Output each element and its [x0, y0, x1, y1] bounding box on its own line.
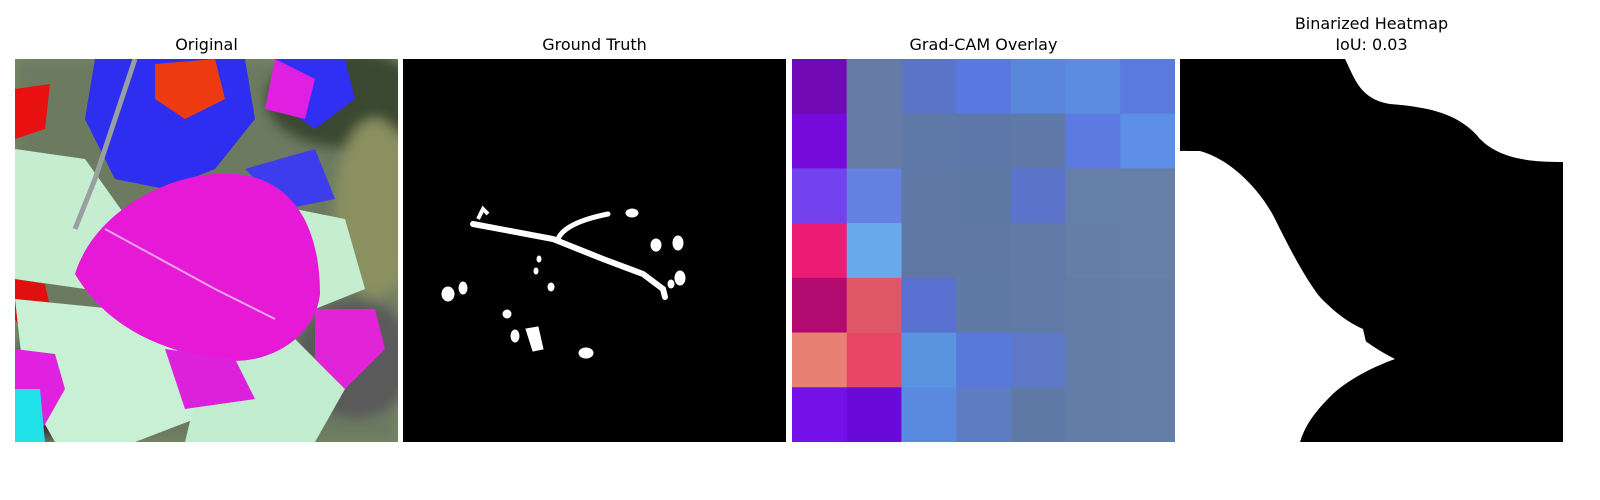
gradcam-cell — [901, 332, 957, 388]
gradcam-overlay-image — [792, 59, 1175, 442]
gradcam-cell — [792, 332, 848, 388]
gradcam-cell — [792, 168, 848, 224]
gradcam-cell — [1010, 277, 1067, 334]
gradcam-cell — [1065, 59, 1121, 115]
gradcam-cell — [846, 223, 902, 279]
binarized-heatmap-graphic — [1180, 59, 1563, 442]
panel-title: Ground Truth — [542, 35, 647, 54]
gradcam-cell — [1120, 332, 1175, 388]
panel-subtitle-iou: IoU: 0.03 — [1335, 35, 1408, 54]
gradcam-cell — [956, 277, 1012, 334]
ground-truth-mask — [403, 59, 786, 442]
gradcam-cell — [792, 277, 848, 334]
gradcam-cell — [846, 387, 902, 442]
gradcam-cell — [1010, 332, 1067, 388]
gradcam-cell — [901, 113, 957, 169]
gradcam-cell — [956, 223, 1012, 279]
gradcam-cell — [792, 113, 848, 169]
gradcam-cell — [1065, 277, 1121, 334]
gradcam-cell — [1120, 113, 1175, 169]
gradcam-cell — [901, 59, 957, 115]
gradcam-cell — [1120, 59, 1175, 115]
gradcam-cell — [792, 387, 848, 442]
gradcam-cell — [1065, 332, 1121, 388]
panel-title: Original — [175, 35, 238, 54]
gradcam-cell — [956, 113, 1012, 169]
gradcam-cell — [1065, 223, 1121, 279]
gradcam-cell — [901, 168, 957, 224]
gradcam-cell — [846, 332, 902, 388]
gradcam-cell — [846, 277, 902, 334]
gradcam-cell — [846, 59, 902, 115]
gradcam-cell — [956, 332, 1012, 388]
gradcam-cell — [1120, 223, 1175, 279]
gradcam-cell — [956, 168, 1012, 224]
gradcam-cell — [1120, 168, 1175, 224]
gradcam-cell — [1065, 387, 1121, 442]
gradcam-cell — [901, 223, 957, 279]
gradcam-cell — [846, 168, 902, 224]
gradcam-cell — [1065, 113, 1121, 169]
gradcam-cell — [846, 113, 902, 169]
ground-truth-graphic — [403, 59, 786, 442]
gradcam-cell — [1010, 59, 1067, 115]
gradcam-cell — [1010, 223, 1067, 279]
panel-title: Binarized Heatmap — [1294, 14, 1449, 33]
gradcam-cell — [1010, 113, 1067, 169]
gradcam-cell — [1120, 277, 1175, 334]
gradcam-cell — [1010, 387, 1067, 442]
gradcam-cell — [901, 387, 957, 442]
gradcam-cell — [1010, 168, 1067, 224]
gradcam-cell — [1120, 387, 1175, 442]
panel-title: Grad-CAM Overlay — [909, 35, 1058, 54]
gradcam-grid — [792, 59, 1175, 442]
gradcam-cell — [956, 59, 1012, 115]
original-image-graphic — [15, 59, 398, 442]
gradcam-cell — [792, 223, 848, 279]
gradcam-cell — [1065, 168, 1121, 224]
gradcam-cell — [792, 59, 848, 115]
gradcam-cell — [901, 277, 957, 334]
original-image — [15, 59, 398, 442]
gradcam-cell — [956, 387, 1012, 442]
binarized-heatmap-image — [1180, 59, 1563, 442]
